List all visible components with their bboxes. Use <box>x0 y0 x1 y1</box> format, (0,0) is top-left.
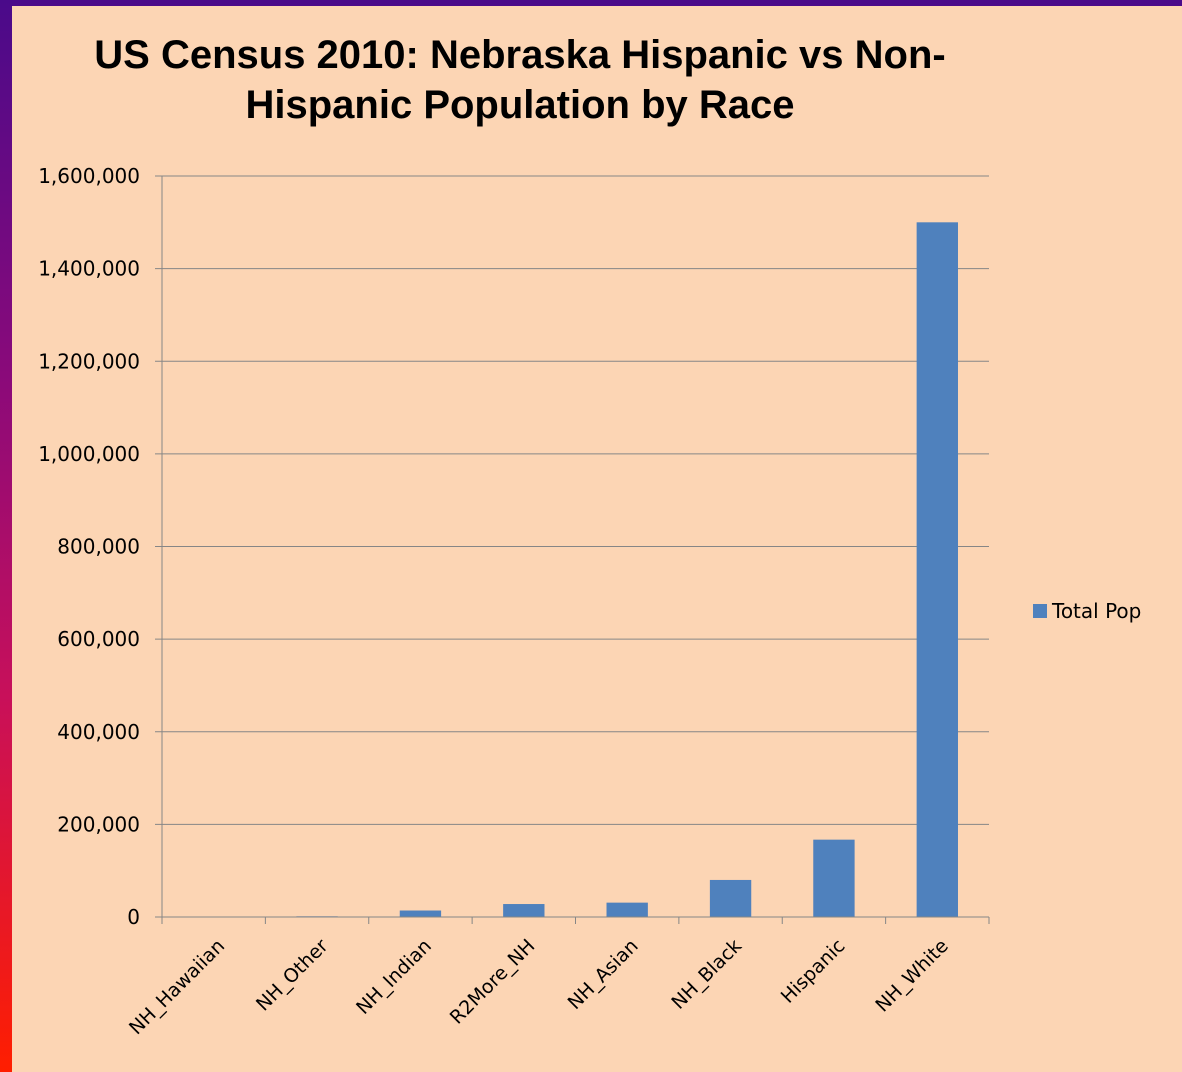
x-tick-label: NH_White <box>871 935 952 1016</box>
x-tick-label: NH_Hawaiian <box>125 935 229 1039</box>
y-tick-labels: 0 200,000 400,000 600,000 800,000 1,000,000 1,… <box>38 164 140 929</box>
bar-hispanic <box>813 839 855 917</box>
x-tick-label: NH_Asian <box>564 935 643 1014</box>
bar-nh-indian <box>399 910 442 917</box>
x-tick-label: Hispanic <box>777 935 850 1008</box>
chart-panel <box>12 6 1182 1072</box>
x-tick-label: R2More_NH <box>446 935 540 1029</box>
chart-title: US Census 2010: Nebraska Hispanic vs Non… <box>0 30 1040 130</box>
y-tick-label: 1,400,000 <box>38 257 140 281</box>
y-tick-label: 600,000 <box>57 627 140 651</box>
chart-title-line-2: Hispanic Population by Race <box>245 83 795 127</box>
y-tick-label: 1,000,000 <box>38 442 140 466</box>
bar-nh-black <box>709 879 752 917</box>
legend-swatch <box>1033 604 1047 618</box>
axes <box>155 175 990 924</box>
y-tick-label: 800,000 <box>57 535 140 559</box>
y-tick-label: 1,600,000 <box>38 164 140 188</box>
legend-label: Total Pop <box>1051 599 1141 623</box>
bar-r2more-nh <box>503 904 545 917</box>
bar-nh-asian <box>606 902 648 917</box>
bars <box>193 222 958 917</box>
x-tick-labels: NH_Hawaiian NH_Other NH_Indian R2More_NH NH_… <box>125 935 953 1039</box>
bar-nh-white <box>916 222 958 917</box>
y-tick-label: 400,000 <box>57 720 140 744</box>
y-tick-label: 200,000 <box>57 812 140 836</box>
y-tick-label: 1,200,000 <box>38 349 140 373</box>
chart-title-line-1: US Census 2010: Nebraska Hispanic vs Non… <box>94 33 946 77</box>
gridlines <box>162 175 989 825</box>
x-tick-label: NH_Indian <box>352 935 436 1019</box>
legend: Total Pop <box>1033 599 1141 623</box>
x-tick-label: NH_Other <box>252 935 333 1016</box>
x-tick-label: NH_Black <box>667 935 746 1014</box>
y-tick-label: 0 <box>127 905 140 929</box>
